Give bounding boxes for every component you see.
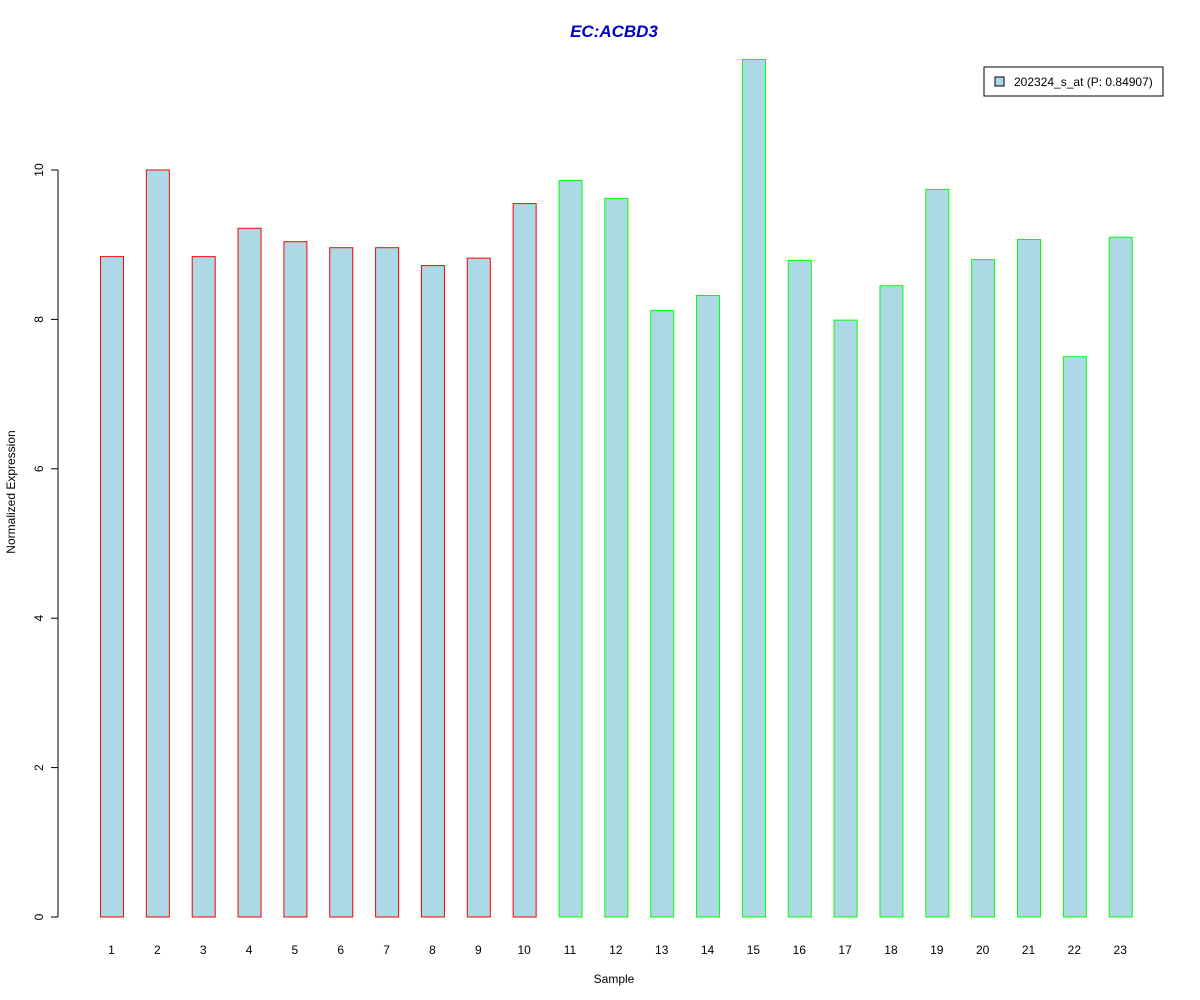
x-tick-label: 14 xyxy=(701,943,715,957)
bar-sample-3 xyxy=(191,256,216,918)
x-tick-label: 2 xyxy=(154,943,161,957)
x-tick-label: 10 xyxy=(517,943,531,957)
x-tick-label: 5 xyxy=(292,943,299,957)
x-tick-label: 9 xyxy=(475,943,482,957)
x-tick-label: 7 xyxy=(383,943,390,957)
x-tick-label: 8 xyxy=(429,943,436,957)
y-tick-label: 0 xyxy=(32,913,46,920)
bar-sample-8 xyxy=(420,265,445,918)
x-tick-label: 4 xyxy=(246,943,253,957)
x-tick-label: 11 xyxy=(564,943,577,957)
y-tick-label: 6 xyxy=(32,465,46,472)
legend: 202324_s_at (P: 0.84907) xyxy=(983,66,1164,97)
bar-sample-22 xyxy=(1062,356,1087,918)
bar-sample-9 xyxy=(466,257,491,918)
chart-title: EC:ACBD3 xyxy=(570,22,658,41)
y-tick-label: 4 xyxy=(32,615,46,622)
bar-sample-23 xyxy=(1108,236,1133,918)
x-tick-label: 13 xyxy=(655,943,669,957)
bar-sample-6 xyxy=(329,247,354,918)
bar-sample-1 xyxy=(100,256,124,918)
bar-sample-20 xyxy=(971,259,996,918)
bar-sample-11 xyxy=(558,179,583,918)
bar-sample-5 xyxy=(283,241,308,918)
x-tick-label: 1 xyxy=(108,943,115,957)
legend-box xyxy=(983,66,1164,97)
bar-sample-21 xyxy=(1017,238,1041,918)
x-tick-labels: 1 2 3 4 5 6 7 8 9 10 11 12 13 14 15 16 17 18 19 20 21 22 23 xyxy=(108,943,1127,957)
y-tick-label: 2 xyxy=(32,764,46,771)
bar-sample-16 xyxy=(787,259,812,918)
x-axis-label: Sample xyxy=(594,972,635,986)
x-tick-label: 19 xyxy=(930,943,944,957)
x-tick-label: 18 xyxy=(884,943,898,957)
bar-sample-10 xyxy=(512,203,537,918)
x-tick-label: 17 xyxy=(838,943,852,957)
bar-sample-14 xyxy=(696,294,721,918)
y-tick-label: 8 xyxy=(32,316,46,323)
bars xyxy=(100,58,1133,918)
bar-sample-18 xyxy=(879,285,904,918)
y-axis-label: Normalized Expression xyxy=(4,430,18,553)
x-tick-label: 16 xyxy=(793,943,807,957)
x-tick-label: 22 xyxy=(1068,943,1082,957)
bar-sample-17 xyxy=(833,319,858,918)
x-tick-label: 15 xyxy=(747,943,761,957)
legend-label: 202324_s_at (P: 0.84907) xyxy=(1014,75,1153,89)
bar-sample-2 xyxy=(145,169,170,918)
y-axis: 0 2 4 6 8 10 xyxy=(32,163,59,920)
y-tick-label: 10 xyxy=(32,163,46,177)
bar-sample-7 xyxy=(375,247,400,918)
bar-sample-15 xyxy=(741,58,766,918)
x-tick-label: 21 xyxy=(1022,943,1036,957)
legend-swatch xyxy=(994,76,1005,87)
x-tick-label: 23 xyxy=(1114,943,1128,957)
bar-sample-4 xyxy=(237,227,262,918)
bar-sample-12 xyxy=(604,197,629,918)
x-tick-label: 20 xyxy=(976,943,990,957)
x-tick-label: 6 xyxy=(337,943,344,957)
x-tick-label: 12 xyxy=(609,943,623,957)
x-tick-label: 3 xyxy=(200,943,207,957)
bar-sample-19 xyxy=(925,188,950,918)
bar-sample-13 xyxy=(650,309,675,918)
